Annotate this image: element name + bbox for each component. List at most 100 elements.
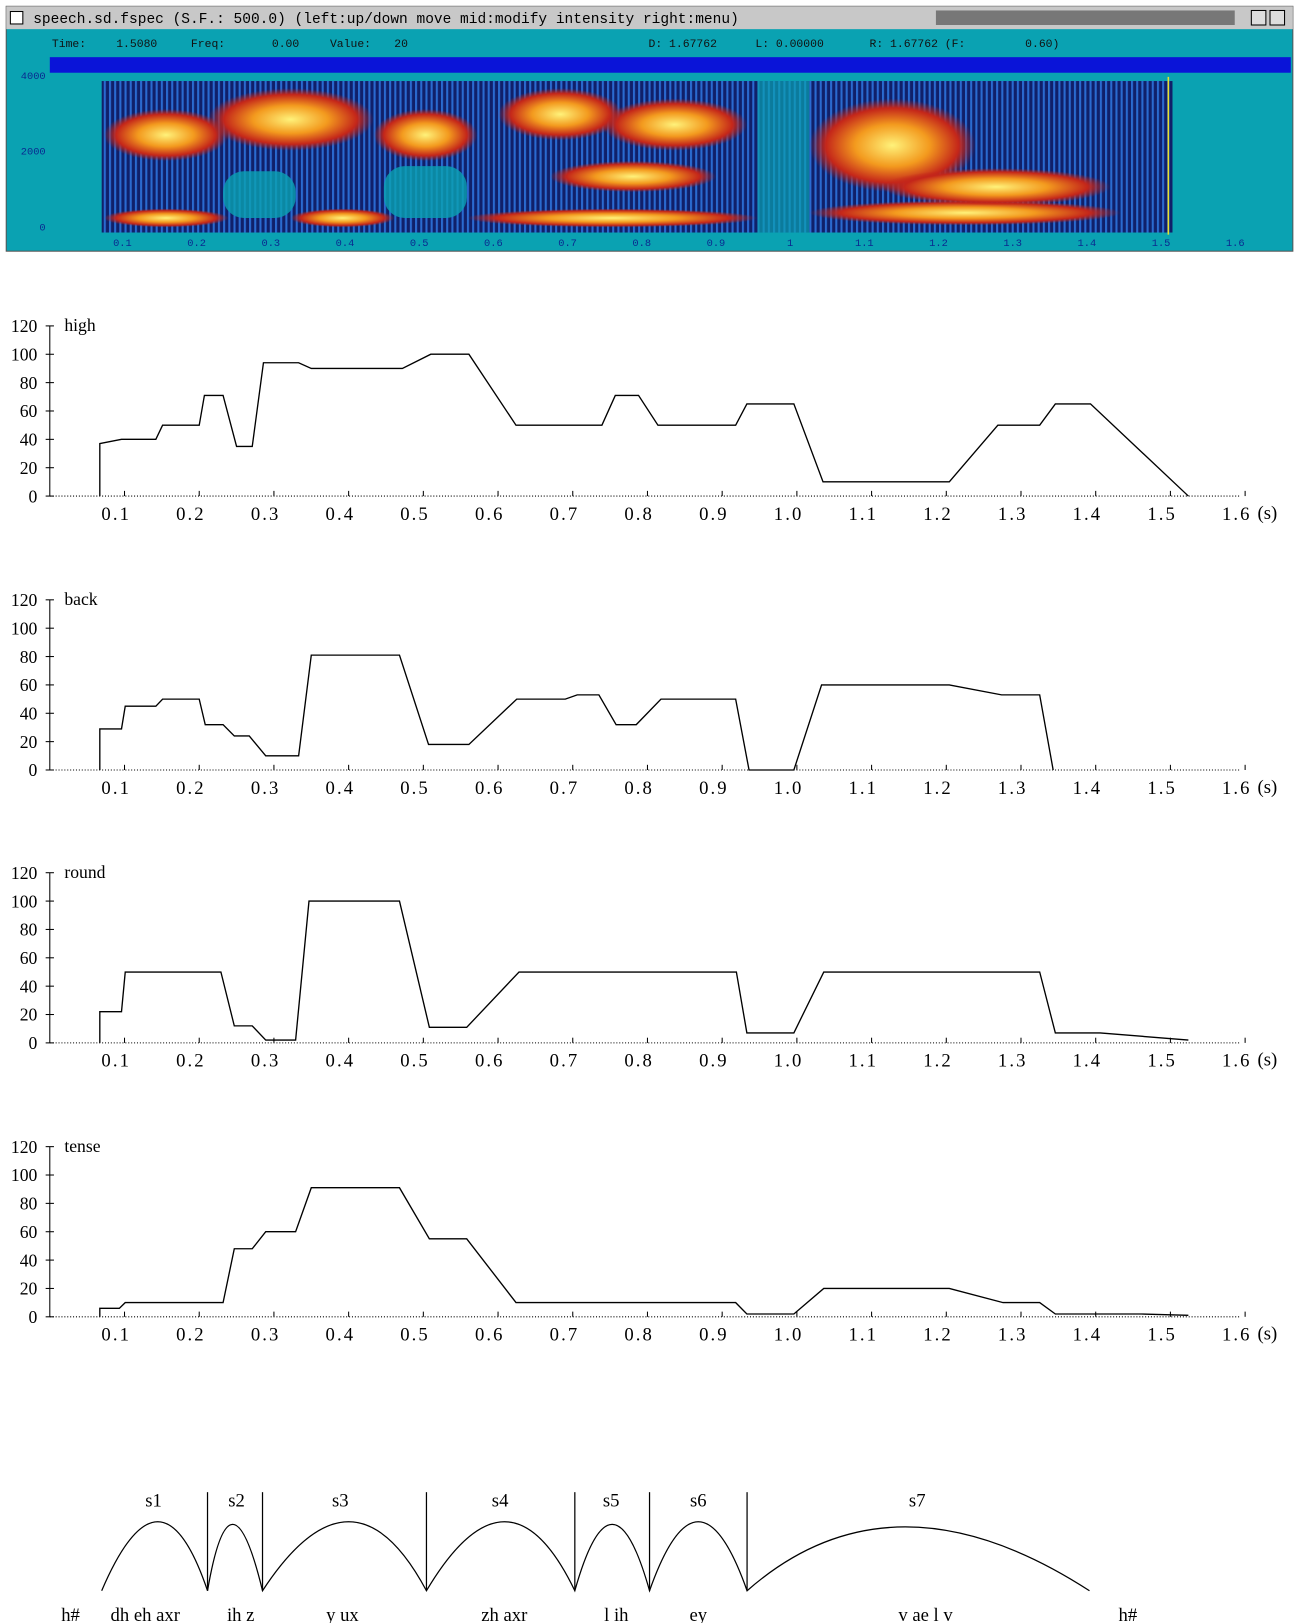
line xyxy=(99,900,1189,1043)
y-tick-label: 20 xyxy=(20,1005,38,1025)
syllable-label: s3 xyxy=(332,1491,349,1512)
x-tick-label: 0.7 xyxy=(550,1325,580,1346)
x-tick-label: 0.7 xyxy=(550,1051,580,1072)
x-tick-label: 0.3 xyxy=(251,1325,281,1346)
y-tick-label: 0 xyxy=(29,1307,38,1327)
y-tick-label: 40 xyxy=(20,430,38,450)
formant xyxy=(103,109,229,161)
x-tick-label: 1.0 xyxy=(774,504,804,525)
y-tick-label: 0 xyxy=(29,1033,38,1053)
line-chart: tense 0 20 40 60 80 100 120 0.1 0.2 0.3 0.4 0.5 0.6 0.… xyxy=(11,1136,1277,1346)
formant xyxy=(103,208,229,228)
chart-title: tense xyxy=(64,1136,100,1156)
x-tick-label: 0.4 xyxy=(326,1051,356,1072)
y-tick-label: 100 xyxy=(11,344,38,364)
status-text: Freq: xyxy=(191,39,225,51)
x-tick-label: 0.6 xyxy=(475,1325,505,1346)
phone-label: h# xyxy=(61,1605,80,1623)
x-tick-label: 1.3 xyxy=(998,778,1028,799)
formant xyxy=(207,88,374,151)
y-tick-label: 20 xyxy=(20,1279,38,1299)
time-tick-label: 0.5 xyxy=(410,238,429,250)
status-text: 20 xyxy=(394,39,408,51)
phone-label: y ux xyxy=(326,1605,359,1623)
line xyxy=(99,654,1054,771)
x-tick-label: 1.6 xyxy=(1222,778,1252,799)
x-axis-label: (s) xyxy=(1258,777,1278,798)
phone-label: dh eh axr xyxy=(111,1605,181,1623)
x-axis-label: (s) xyxy=(1258,503,1278,524)
x-tick-label: 1.5 xyxy=(1147,1325,1177,1346)
x-tick-label: 1.4 xyxy=(1073,1051,1103,1072)
y-tick-label: 40 xyxy=(20,1250,38,1270)
y-tick-label: 20 xyxy=(20,732,38,752)
x-tick-label: 1.1 xyxy=(849,778,879,799)
x-tick-label: 0.5 xyxy=(400,1325,430,1346)
x-tick-label: 0.1 xyxy=(101,778,131,799)
phone-label: v ae l v xyxy=(898,1605,953,1623)
y-tick-label: 80 xyxy=(20,647,38,667)
iconify-button[interactable] xyxy=(1250,9,1267,26)
x-tick-label: 0.2 xyxy=(176,504,206,525)
x-tick-label: 1.5 xyxy=(1147,1051,1177,1072)
scroll-bar[interactable] xyxy=(49,57,1291,73)
x-tick-label: 1.3 xyxy=(998,1325,1028,1346)
chart-title: back xyxy=(64,589,97,609)
formant xyxy=(466,208,758,228)
x-tick-label: 0.9 xyxy=(699,1051,729,1072)
spectrogram-gap xyxy=(383,166,467,218)
syllable-label: s6 xyxy=(690,1491,707,1512)
x-axis-label: (s) xyxy=(1258,1050,1278,1071)
status-text: Value: xyxy=(330,39,371,51)
y-tick-label: 0 xyxy=(29,760,38,780)
x-tick-label: 1.5 xyxy=(1147,778,1177,799)
status-text: 0.60) xyxy=(1025,39,1059,51)
formant xyxy=(549,160,716,193)
syllable-label: s1 xyxy=(145,1491,162,1512)
formants xyxy=(103,88,1121,228)
x-tick-label: 1.2 xyxy=(923,504,953,525)
x-tick-label: 0.6 xyxy=(475,1051,505,1072)
status-text: L: 0.00000 xyxy=(755,39,824,51)
time-tick-label: 1.6 xyxy=(1226,238,1245,250)
x-tick-label: 1.4 xyxy=(1073,504,1103,525)
syllable-label: s2 xyxy=(228,1491,245,1512)
syllable-label: s7 xyxy=(909,1491,926,1512)
x-tick-label: 1.0 xyxy=(774,778,804,799)
time-tick-label: 0.8 xyxy=(632,238,651,250)
x-tick-label: 0.5 xyxy=(400,778,430,799)
x-tick-label: 0.7 xyxy=(550,778,580,799)
line-chart: high 0 20 40 60 80 100 120 0.1 0.2 0.3 0.4 0.5 0.6 0.7… xyxy=(11,315,1277,525)
x-tick-label: 0.7 xyxy=(550,504,580,525)
x-tick-label: 0.9 xyxy=(699,1325,729,1346)
x-tick-label: 0.5 xyxy=(400,504,430,525)
y-tick-label: 40 xyxy=(20,703,38,723)
x-tick-label: 1.2 xyxy=(923,1325,953,1346)
formant xyxy=(601,98,748,151)
x-tick-label: 1.1 xyxy=(849,504,879,525)
y-tick-label: 100 xyxy=(11,891,38,911)
spectrogram-gap xyxy=(223,171,296,218)
x-tick-label: 1.4 xyxy=(1073,1325,1103,1346)
phone-label: ih z xyxy=(227,1605,254,1623)
formant xyxy=(809,98,976,193)
chart-title: round xyxy=(64,862,105,882)
x-tick-label: 0.2 xyxy=(176,1051,206,1072)
maximize-button[interactable] xyxy=(1269,9,1286,26)
x-tick-label: 0.6 xyxy=(475,504,505,525)
time-tick-label: 0.9 xyxy=(707,238,726,250)
window-title: speech.sd.fspec (S.F.: 500.0) (left:up/d… xyxy=(33,12,739,28)
x-tick-label: 0.2 xyxy=(176,1325,206,1346)
window-button[interactable] xyxy=(9,10,24,25)
x-tick-label: 0.6 xyxy=(475,778,505,799)
x-tick-label: 0.8 xyxy=(624,1051,654,1072)
line xyxy=(99,353,1189,497)
x-tick-label: 0.1 xyxy=(101,1325,131,1346)
x-axis-label: (s) xyxy=(1258,1324,1278,1345)
status-text: 1.5080 xyxy=(116,39,157,51)
y-tick-label: 120 xyxy=(11,863,38,883)
x-tick-label: 1.0 xyxy=(774,1325,804,1346)
x-tick-label: 1.6 xyxy=(1222,504,1252,525)
